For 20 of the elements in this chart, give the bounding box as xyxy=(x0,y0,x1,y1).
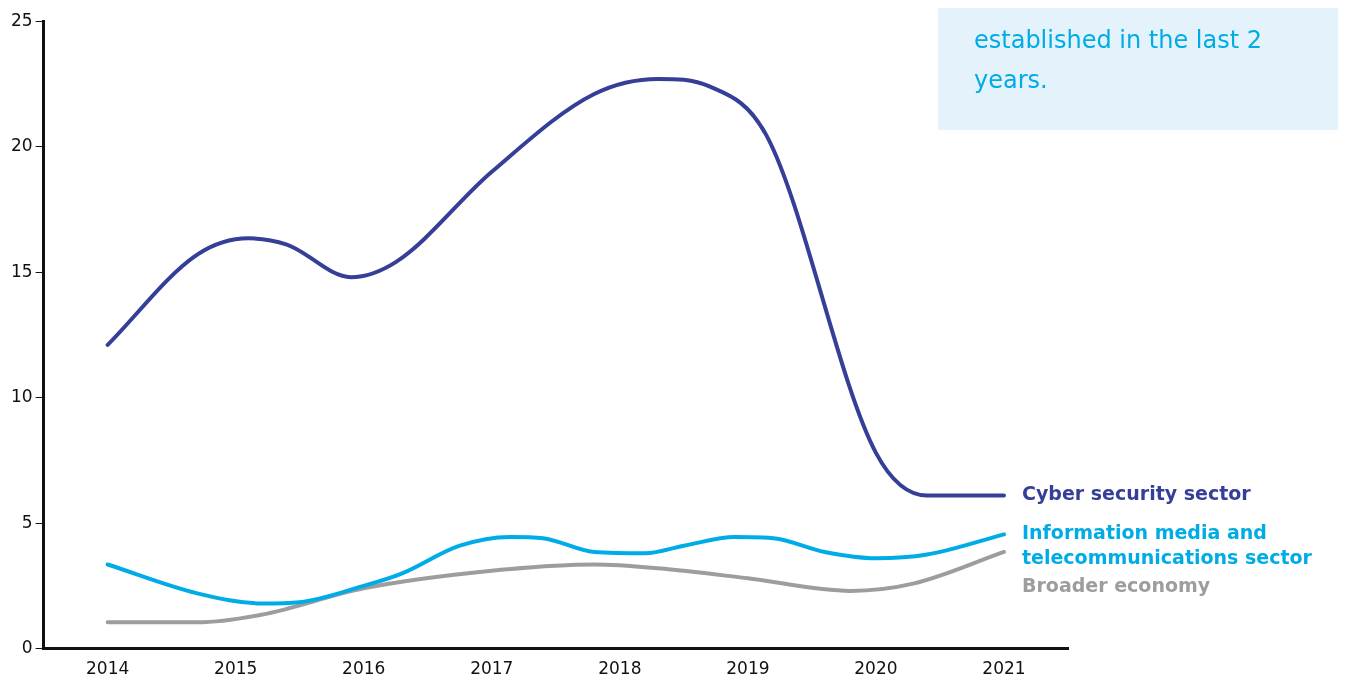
y-tick-label: 15 xyxy=(10,260,33,281)
x-tick-label: 2021 xyxy=(982,658,1026,679)
series-label: Information media and telecommunications sector xyxy=(1021,521,1313,569)
y-tick-label: 20 xyxy=(10,135,33,156)
x-tick-label: 2017 xyxy=(470,658,514,679)
series-label: Cyber security sector xyxy=(1021,482,1252,505)
y-tick-label: 5 xyxy=(21,511,33,532)
x-tick-label: 2019 xyxy=(726,658,770,679)
x-tick-label: 2016 xyxy=(342,658,386,679)
x-tick-label: 2014 xyxy=(86,658,130,679)
callout-box: established in the last 2 years. xyxy=(938,8,1338,130)
y-tick-label: 25 xyxy=(10,9,33,30)
x-tick-label: 2015 xyxy=(214,658,258,679)
x-tick-label: 2020 xyxy=(854,658,898,679)
line-series xyxy=(105,549,1006,625)
line-series xyxy=(105,532,1006,606)
y-tick-label: 10 xyxy=(10,386,33,407)
y-tick-label: 0 xyxy=(21,637,33,658)
x-tick-label: 2018 xyxy=(598,658,642,679)
series-label: Broader economy xyxy=(1021,574,1211,597)
